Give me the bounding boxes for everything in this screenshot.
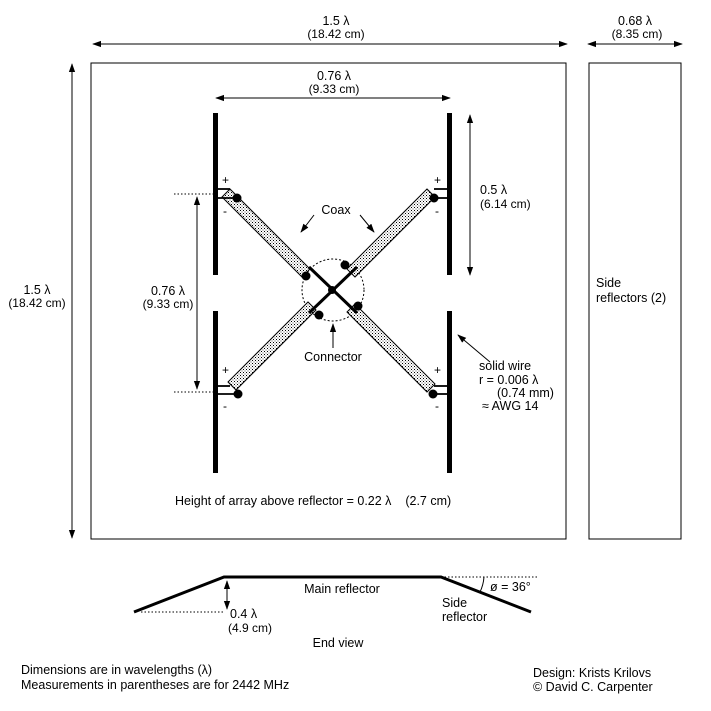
side-width-dimension: 0.68 λ (8.35 cm) (587, 14, 683, 48)
credit-design: Design: Krists Krilovs (533, 666, 651, 680)
array-height-label: Height of array above reflector = 0.22 λ… (175, 494, 451, 508)
connector-outline (301, 258, 365, 322)
coax-cable-top-right (346, 188, 436, 278)
center-connector (301, 260, 363, 320)
dipole-top-left (213, 113, 218, 275)
vertical-spacing-dimension: 0.76 λ (9.33 cm) (143, 193, 214, 393)
horizontal-spacing-cm: (9.33 cm) (309, 82, 360, 96)
main-reflector-plate (90, 62, 567, 540)
dipole-length-lambda: 0.5 λ (480, 183, 508, 197)
depth-lambda: 0.4 λ (230, 607, 258, 621)
horizontal-spacing-lambda: 0.76 λ (317, 69, 352, 83)
dipole-elements (213, 113, 452, 473)
side-width-lambda: 0.68 λ (618, 14, 653, 28)
end-view-title: End view (313, 636, 365, 650)
footer-note-1: Dimensions are in wavelengths (λ) (21, 663, 212, 677)
side-reflectors-label-1: Side (596, 276, 621, 290)
coax-cable-bottom-left (227, 301, 317, 391)
wire-callout: solid wire r = 0.006 λ (0.74 mm) ≈ AWG 1… (457, 334, 554, 413)
wire-label-4: ≈ AWG 14 (482, 399, 538, 413)
left-height-dimension: 1.5 λ (18.42 cm) (8, 63, 76, 539)
plus-sign: + (222, 173, 229, 187)
plus-sign: + (434, 173, 441, 187)
wire-label-3: (0.74 mm) (497, 386, 554, 400)
end-view: Main reflector Side reflector ø = 36° 0.… (133, 575, 538, 650)
coax-cable-bottom-right (346, 303, 436, 393)
vertical-spacing-cm: (9.33 cm) (143, 297, 194, 311)
minus-sign: - (223, 399, 227, 413)
minus-sign: - (435, 204, 439, 218)
top-width-lambda: 1.5 λ (322, 14, 350, 28)
left-height-lambda: 1.5 λ (23, 283, 51, 297)
wire-label-2: r = 0.006 λ (479, 373, 539, 387)
coax-cable-top-left (221, 188, 311, 278)
connector-callout: Connector (304, 323, 362, 364)
main-reflector-label: Main reflector (304, 582, 380, 596)
top-width-dimension: 1.5 λ (18.42 cm) (92, 14, 568, 48)
plus-sign: + (434, 363, 441, 377)
feed-points (232, 193, 439, 399)
dipole-bottom-right (447, 311, 452, 473)
coax-label: Coax (321, 203, 351, 217)
top-width-cm: (18.42 cm) (307, 27, 364, 41)
vertical-spacing-lambda: 0.76 λ (151, 284, 186, 298)
side-reflector-label-2: reflector (442, 610, 487, 624)
left-height-cm: (18.42 cm) (8, 296, 65, 310)
plus-sign: + (222, 363, 229, 377)
dipole-length-cm: (6.14 cm) (480, 197, 531, 211)
minus-sign: - (223, 204, 227, 218)
connector-label: Connector (304, 350, 362, 364)
wire-label-1: solid wire (479, 359, 531, 373)
dipole-top-right (447, 113, 452, 275)
minus-sign: - (435, 399, 439, 413)
side-reflector-label-1: Side (442, 596, 467, 610)
side-reflectors-label-2: reflectors (2) (596, 291, 666, 305)
coax-callout: Coax (300, 203, 375, 233)
angle-label: ø = 36° (490, 580, 531, 594)
credit-copyright: © David C. Carpenter (533, 680, 653, 694)
footer-note-2: Measurements in parentheses are for 2442… (21, 678, 289, 692)
dipole-bottom-left (213, 311, 218, 473)
polarity-marks: + - + - + - + - (222, 173, 441, 413)
dipole-length-dimension: 0.5 λ (6.14 cm) (466, 114, 531, 276)
footer: Dimensions are in wavelengths (λ) Measur… (21, 663, 653, 694)
side-reflector-panel (588, 62, 682, 540)
side-width-cm: (8.35 cm) (612, 27, 663, 41)
depth-cm: (4.9 cm) (228, 621, 272, 635)
horizontal-spacing-dimension: 0.76 λ (9.33 cm) (215, 69, 451, 102)
